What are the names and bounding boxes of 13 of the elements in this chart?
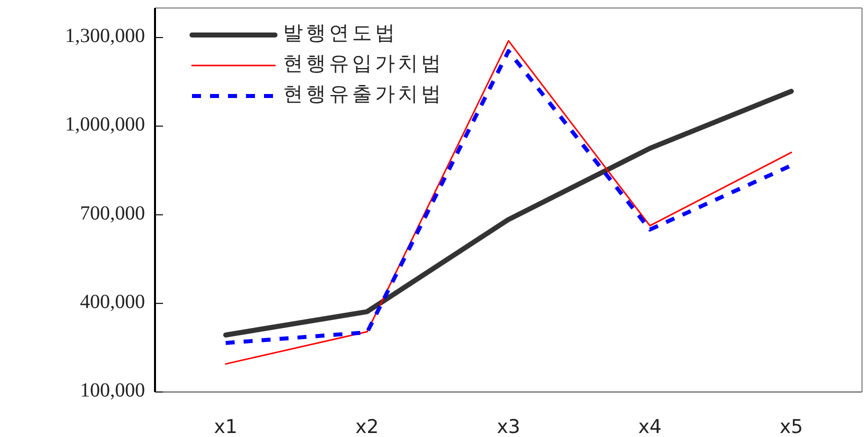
legend-label: 현행유출가치법: [283, 84, 444, 106]
x-tick-label: x1: [214, 416, 238, 437]
x-tick-label: x5: [780, 416, 803, 437]
x-tick-label: x4: [638, 416, 662, 437]
legend-label: 현행유입가치법: [283, 53, 444, 76]
y-tick-label: 1,300,000: [65, 25, 145, 48]
y-tick-label: 700,000: [80, 202, 145, 224]
y-tick-label: 100,000: [80, 380, 145, 402]
y-tick-label: 400,000: [80, 290, 145, 313]
x-tick-label: x3: [496, 416, 520, 437]
y-tick-label: 1,000,000: [65, 114, 145, 136]
legend-label: 발행연도법: [283, 22, 398, 45]
x-tick-label: x2: [355, 416, 379, 437]
